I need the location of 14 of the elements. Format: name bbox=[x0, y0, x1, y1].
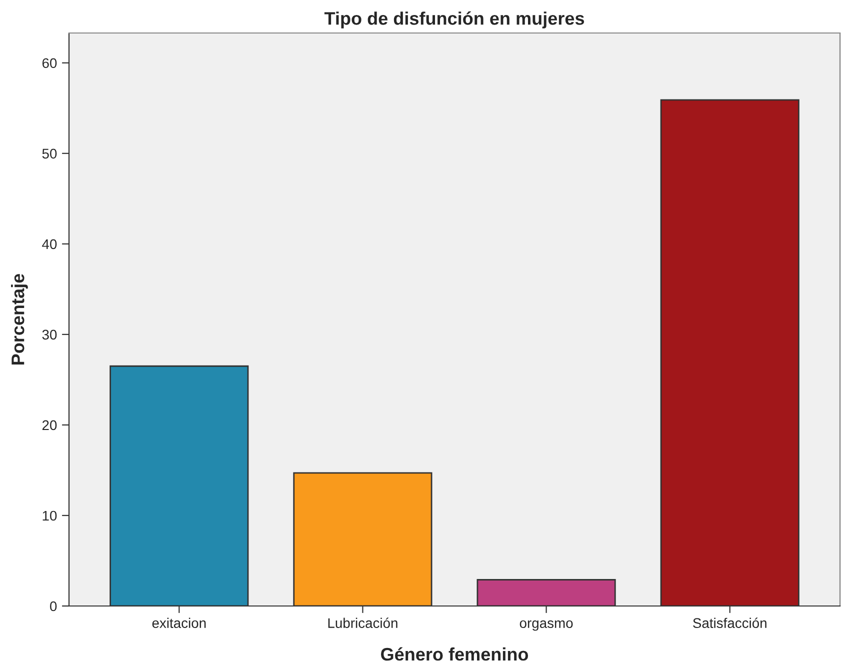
y-tick-label: 50 bbox=[42, 148, 57, 159]
y-tick-label: 60 bbox=[42, 58, 57, 68]
x-tick-label: exitacion bbox=[152, 618, 206, 628]
y-tick-label: 40 bbox=[42, 239, 57, 250]
y-tick-label: 0 bbox=[50, 601, 57, 612]
x-tick-label: Lubricación bbox=[328, 618, 398, 628]
chart-title: Tipo de disfunción en mujeres bbox=[324, 11, 584, 28]
x-tick-label: orgasmo bbox=[520, 620, 573, 631]
y-tick-label: 30 bbox=[42, 330, 57, 340]
y-tick-label: 20 bbox=[42, 420, 57, 430]
y-axis-title: Porcentaje bbox=[11, 274, 28, 364]
y-tick-label: 10 bbox=[42, 510, 57, 521]
x-tick-label: Satisfacción bbox=[693, 618, 766, 628]
x-axis-title: Género femenino bbox=[381, 647, 528, 661]
